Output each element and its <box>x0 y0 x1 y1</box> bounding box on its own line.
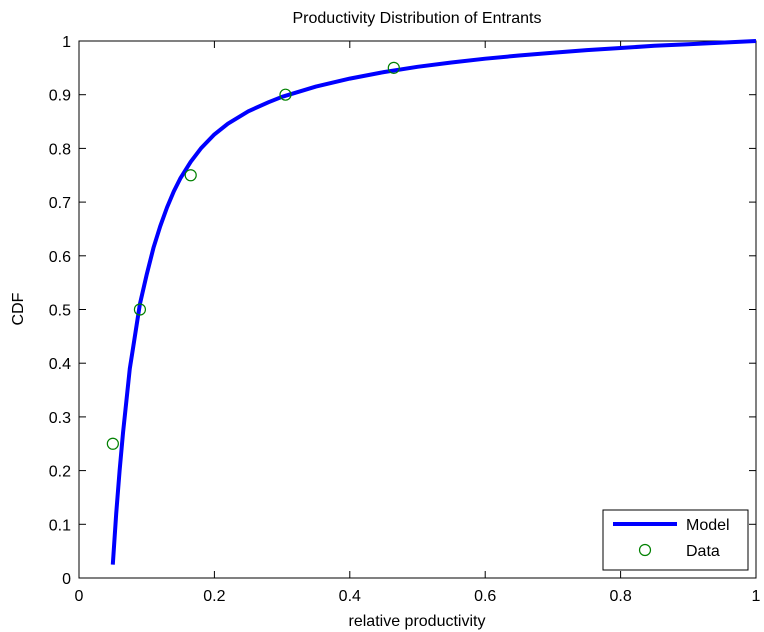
x-tick-label: 0.6 <box>474 588 496 605</box>
x-tick-label: 0.2 <box>203 588 225 605</box>
legend-data-marker <box>638 543 652 557</box>
chart-title: Productivity Distribution of Entrants <box>293 10 542 27</box>
y-tick-label: 0.7 <box>49 195 71 212</box>
legend-box <box>602 509 749 571</box>
y-tick-label: 0.1 <box>49 517 71 534</box>
y-tick-label: 1 <box>62 34 71 51</box>
legend-data-label: Data <box>686 543 720 560</box>
series-line-model <box>110 39 757 565</box>
series-layer <box>106 39 757 565</box>
x-tick-label: 0 <box>75 588 84 605</box>
data-point <box>279 88 292 101</box>
data-point <box>184 169 197 182</box>
data-point <box>106 437 119 450</box>
legend-model-label: Model <box>686 517 730 534</box>
plot-area: 0 0.2 0.4 0.6 0.8 1 0 0.1 0.2 0.3 0.4 0.5 0.6 0.7 0.8 0… <box>49 34 761 605</box>
y-tick-label: 0.5 <box>49 303 71 320</box>
x-tick-label: 1 <box>752 588 761 605</box>
x-tick-label: 0.4 <box>339 588 361 605</box>
y-tick-label: 0 <box>62 571 71 588</box>
x-axis-label: relative productivity <box>349 613 486 630</box>
data-point <box>133 303 147 316</box>
y-tick-label: 0.4 <box>49 356 71 373</box>
y-axis-label: CDF <box>10 292 27 325</box>
y-tick-label: 0.8 <box>49 141 71 158</box>
y-tick-label: 0.6 <box>49 249 71 266</box>
y-tick-label: 0.3 <box>49 410 71 427</box>
data-point <box>387 61 400 74</box>
axes-box <box>78 40 757 579</box>
y-tick-label: 0.2 <box>49 464 71 481</box>
axis-ticks: 0 0.2 0.4 0.6 0.8 1 0 0.1 0.2 0.3 0.4 0.5 0.6 0.7 0.8 0… <box>49 34 761 605</box>
y-tick-label: 0.9 <box>49 88 71 105</box>
x-tick-label: 0.8 <box>609 588 631 605</box>
legend: Model Data <box>602 509 749 571</box>
